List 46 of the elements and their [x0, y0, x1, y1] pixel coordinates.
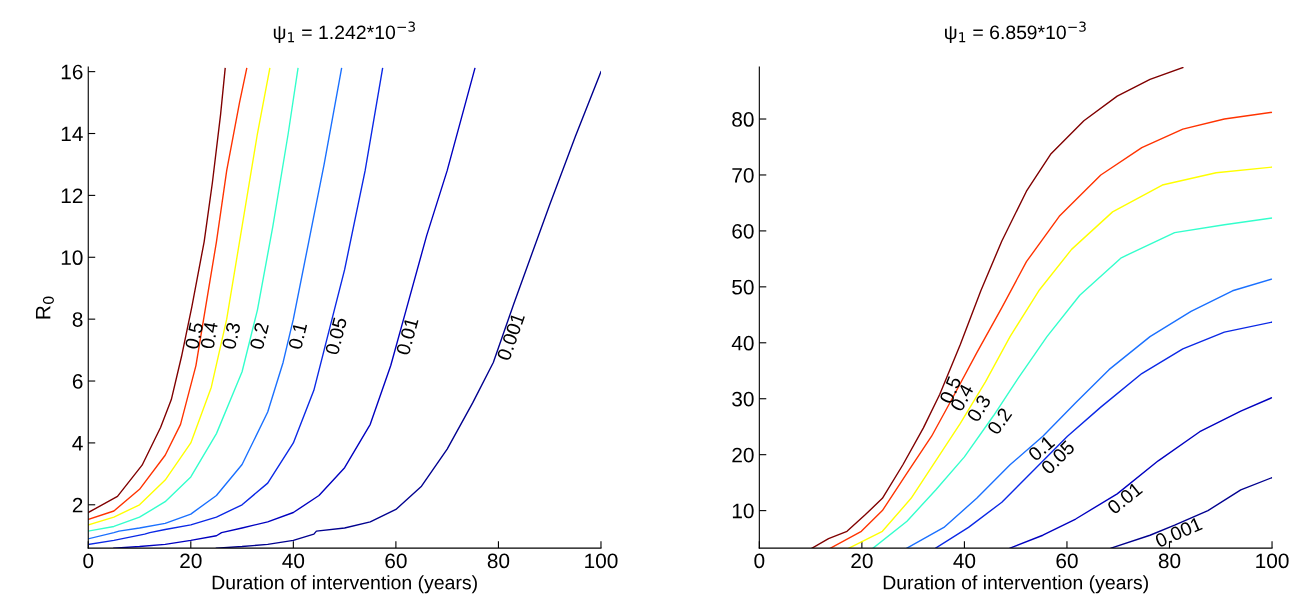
text: 0.2	[249, 322, 269, 350]
y-tick-label: 80	[732, 112, 754, 127]
y-tick-label: 12	[61, 188, 83, 203]
text: 0.01	[1106, 481, 1144, 515]
chart-title: ψ$_{1}$ = 6.859*10$^{−3}$	[945, 21, 1086, 44]
y-tick-label: 60	[732, 223, 754, 239]
x-tick-label: 40	[953, 553, 976, 569]
x-tick-label: 100	[585, 553, 618, 569]
x-tick-label: 20	[180, 553, 202, 569]
line-series	[829, 111, 1273, 549]
x-tick-label: 80	[1158, 553, 1181, 569]
x-axis-title: Duration of intervention (years)	[212, 575, 477, 594]
line-series	[872, 217, 1273, 549]
x-tick-label: 40	[282, 553, 305, 569]
line-series	[935, 321, 1273, 549]
chart-title: ψ$_{1}$ = 1.242*10$^{−3}$	[273, 21, 415, 44]
x-tick-label: 20	[851, 553, 873, 569]
x-tick-label: 0	[83, 553, 94, 569]
y-tick-label: 2	[72, 497, 83, 513]
text: 0.3	[221, 321, 241, 350]
x-tick-label: 60	[1056, 553, 1078, 569]
y-tick-label: 10	[732, 503, 754, 519]
y-tick-label: 16	[61, 64, 83, 80]
text: 0.1	[288, 322, 308, 350]
y-tick-label: 14	[61, 126, 83, 142]
line-series	[906, 278, 1273, 549]
line-series	[848, 166, 1273, 549]
y-tick-label: 8	[72, 312, 83, 327]
y-tick-label: 6	[72, 374, 83, 389]
y-tick-label: 30	[732, 391, 754, 407]
y-tick-label: 70	[732, 167, 754, 183]
x-tick-label: 100	[1256, 553, 1289, 569]
y-tick-label: 10	[61, 250, 83, 266]
y-axis-title: R$_{0}$	[35, 296, 54, 319]
text: 0.001	[1154, 516, 1203, 548]
text: 0.05	[324, 316, 348, 356]
y-tick-label: 50	[732, 279, 754, 295]
x-axis-title: Duration of intervention (years)	[883, 575, 1148, 594]
text: 0.001	[496, 312, 526, 362]
x-tick-label: 80	[487, 553, 510, 569]
x-tick-label: 0	[754, 553, 765, 569]
y-tick-label: 40	[731, 335, 754, 351]
y-tick-label: 20	[732, 447, 754, 463]
text: 0.01	[395, 316, 419, 356]
x-tick-label: 60	[385, 553, 407, 569]
y-tick-label: 4	[72, 436, 83, 451]
